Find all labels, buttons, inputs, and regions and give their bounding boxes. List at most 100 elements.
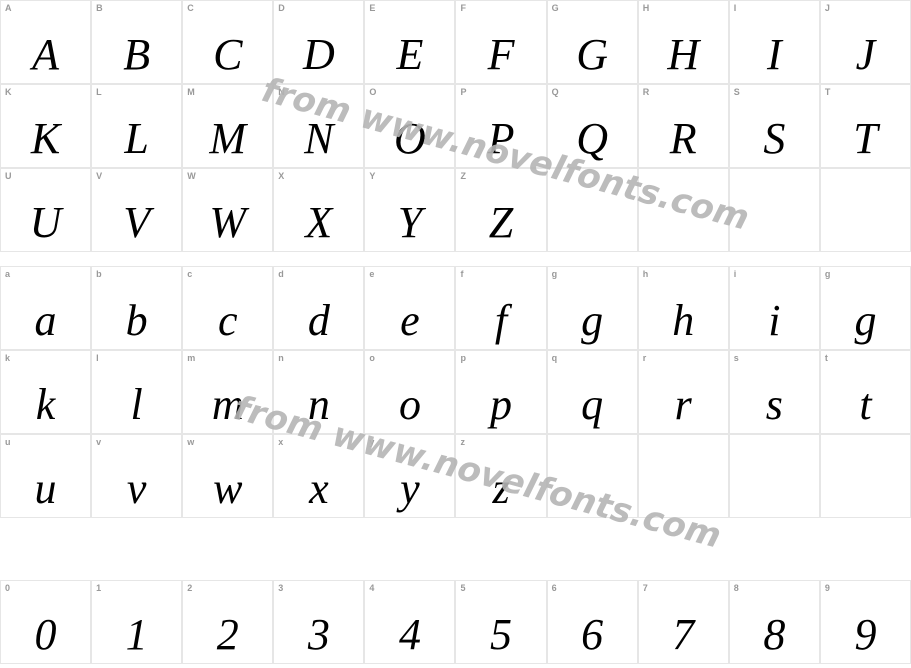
- cell-glyph: q: [548, 383, 637, 427]
- cell-corner-label: e: [369, 269, 375, 279]
- cell-glyph: I: [730, 33, 819, 77]
- glyph-cell: RR: [638, 84, 729, 168]
- cell-corner-label: E: [369, 3, 376, 13]
- cell-glyph: i: [730, 299, 819, 343]
- cell-corner-label: g: [825, 269, 831, 279]
- glyph-cell: oo: [364, 350, 455, 434]
- glyph-cell: ee: [364, 266, 455, 350]
- cell-corner-label: O: [369, 87, 377, 97]
- cell-corner-label: x: [278, 437, 284, 447]
- cell-glyph: 9: [821, 613, 910, 657]
- cell-corner-label: H: [643, 3, 650, 13]
- glyph-cell: MM: [182, 84, 273, 168]
- cell-glyph: z: [456, 467, 545, 511]
- glyph-cell: ww: [182, 434, 273, 518]
- cell-glyph: v: [92, 467, 181, 511]
- cell-corner-label: s: [734, 353, 740, 363]
- cell-glyph: t: [821, 383, 910, 427]
- cell-corner-label: 5: [460, 583, 466, 593]
- glyph-cell: 66: [547, 580, 638, 664]
- cell-corner-label: 6: [552, 583, 558, 593]
- cell-glyph: Q: [548, 117, 637, 161]
- glyph-cell: SS: [729, 84, 820, 168]
- cell-glyph: M: [183, 117, 272, 161]
- glyph-cell: PP: [455, 84, 546, 168]
- cell-glyph: g: [821, 299, 910, 343]
- cell-corner-label: i: [734, 269, 737, 279]
- glyph-cell: gg: [547, 266, 638, 350]
- cell-glyph: s: [730, 383, 819, 427]
- cell-corner-label: Q: [552, 87, 560, 97]
- cell-corner-label: o: [369, 353, 375, 363]
- cell-glyph: A: [1, 33, 90, 77]
- glyph-cell: 88: [729, 580, 820, 664]
- glyph-cell: ff: [455, 266, 546, 350]
- glyph-cell: TT: [820, 84, 911, 168]
- cell-glyph: b: [92, 299, 181, 343]
- cell-corner-label: 4: [369, 583, 375, 593]
- cell-corner-label: t: [825, 353, 829, 363]
- cell-glyph: 1: [92, 613, 181, 657]
- cell-glyph: 8: [730, 613, 819, 657]
- cell-glyph: f: [456, 299, 545, 343]
- glyph-cell: xx: [273, 434, 364, 518]
- cell-corner-label: 2: [187, 583, 193, 593]
- cell-corner-label: W: [187, 171, 196, 181]
- glyph-cell: cc: [182, 266, 273, 350]
- glyph-cell: nn: [273, 350, 364, 434]
- glyph-cell: II: [729, 0, 820, 84]
- cell-corner-label: C: [187, 3, 194, 13]
- uppercase-block: AA BB CC DD EE FF GG HH II JJ KK LL MM N…: [0, 0, 911, 252]
- cell-glyph: Z: [456, 201, 545, 245]
- cell-corner-label: B: [96, 3, 103, 13]
- uppercase-row-1: KK LL MM NN OO PP QQ RR SS TT: [0, 84, 911, 168]
- glyph-cell: ss: [729, 350, 820, 434]
- cell-corner-label: 9: [825, 583, 831, 593]
- glyph-cell: FF: [455, 0, 546, 84]
- cell-glyph: V: [92, 201, 181, 245]
- cell-corner-label: P: [460, 87, 467, 97]
- cell-corner-label: F: [460, 3, 466, 13]
- cell-glyph: R: [639, 117, 728, 161]
- cell-glyph: N: [274, 117, 363, 161]
- cell-corner-label: z: [460, 437, 465, 447]
- cell-corner-label: h: [643, 269, 649, 279]
- glyph-cell: bb: [91, 266, 182, 350]
- glyph-cell: CC: [182, 0, 273, 84]
- cell-corner-label: f: [460, 269, 464, 279]
- cell-glyph: w: [183, 467, 272, 511]
- glyph-cell: pp: [455, 350, 546, 434]
- lowercase-block: aa bb cc dd ee ff gg hh ii gg kk ll mm n…: [0, 266, 911, 518]
- glyph-cell: JJ: [820, 0, 911, 84]
- glyph-cell: DD: [273, 0, 364, 84]
- cell-glyph: G: [548, 33, 637, 77]
- cell-corner-label: w: [187, 437, 195, 447]
- cell-glyph: S: [730, 117, 819, 161]
- cell-glyph: H: [639, 33, 728, 77]
- glyph-cell: [638, 168, 729, 252]
- glyph-cell: mm: [182, 350, 273, 434]
- glyph-cell: tt: [820, 350, 911, 434]
- cell-corner-label: 1: [96, 583, 102, 593]
- glyph-cell: gg: [820, 266, 911, 350]
- cell-corner-label: L: [96, 87, 102, 97]
- glyph-cell: zz: [455, 434, 546, 518]
- cell-glyph: k: [1, 383, 90, 427]
- cell-glyph: o: [365, 383, 454, 427]
- glyph-cell: [729, 168, 820, 252]
- glyph-cell: 00: [0, 580, 91, 664]
- cell-glyph: 2: [183, 613, 272, 657]
- glyph-cell: XX: [273, 168, 364, 252]
- glyph-cell: YY: [364, 168, 455, 252]
- cell-glyph: X: [274, 201, 363, 245]
- glyph-cell: yy: [364, 434, 455, 518]
- cell-corner-label: a: [5, 269, 11, 279]
- glyph-cell: KK: [0, 84, 91, 168]
- cell-corner-label: N: [278, 87, 285, 97]
- glyph-cell: BB: [91, 0, 182, 84]
- cell-corner-label: X: [278, 171, 285, 181]
- cell-corner-label: n: [278, 353, 284, 363]
- glyph-cell: uu: [0, 434, 91, 518]
- glyph-cell: [638, 434, 729, 518]
- cell-corner-label: k: [5, 353, 11, 363]
